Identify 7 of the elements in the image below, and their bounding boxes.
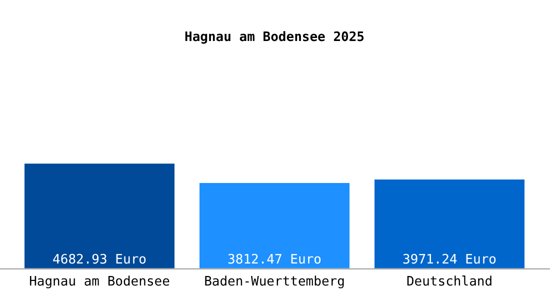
x-tick-label: Deutschland [406,274,493,290]
data-label: 3971.24 Euro [402,252,496,268]
chart-title: Hagnau am Bodensee 2025 [184,30,365,46]
data-label: 3812.47 Euro [228,252,322,268]
x-tick-label: Hagnau am Bodensee [29,274,170,290]
x-tick-label: Baden-Wuerttemberg [204,274,345,290]
data-label: 4682.93 Euro [52,252,146,268]
